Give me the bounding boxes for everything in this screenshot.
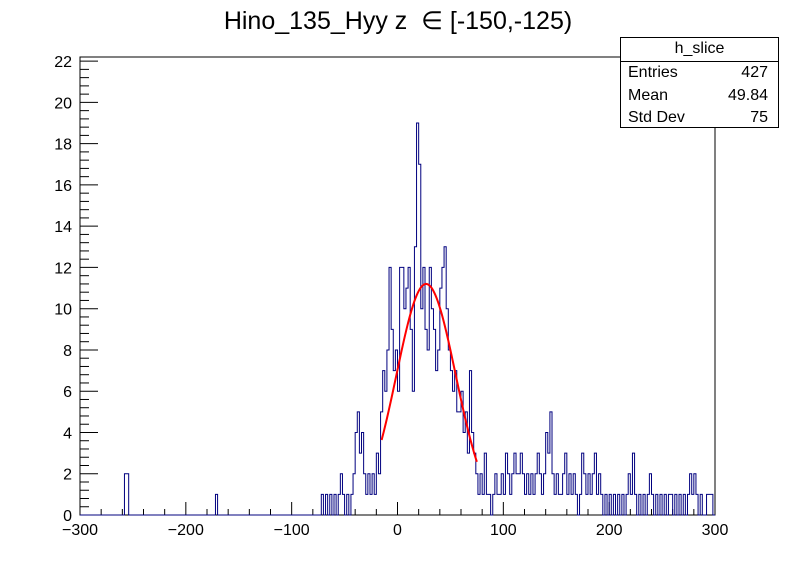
y-tick-label: 0 [63,508,72,525]
stats-box: h_slice Entries 427 Mean 49.84 Std Dev 7… [620,37,779,128]
x-tick-label: 300 [702,522,729,539]
y-tick-label: 2 [63,467,72,484]
stats-value: 427 [741,64,768,81]
stats-row-entries: Entries 427 [621,62,778,85]
y-tick-label: 14 [54,219,72,236]
y-tick-label: 16 [54,178,72,195]
y-tick-label: 6 [63,384,72,401]
x-tick-label: 100 [490,522,517,539]
y-tick-label: 8 [63,343,72,360]
x-tick-label: 0 [393,522,402,539]
y-tick-label: 4 [63,425,72,442]
gaussian-fit-curve [380,282,478,463]
stats-label: Entries [628,64,678,81]
y-tick-label: 20 [54,95,72,112]
stats-row-mean: Mean 49.84 [621,85,778,108]
stats-value: 49.84 [727,86,768,104]
x-tick-label: −300 [62,522,98,539]
stats-box-name: h_slice [621,38,778,62]
chart-title: Hino_135_Hyy z ∈ [-150,-125) [223,7,573,35]
x-tick-label: 200 [596,522,623,539]
histogram-line [80,122,715,516]
y-tick-label: 12 [54,260,72,277]
stats-label: Std Dev [628,109,685,126]
stats-row-std-dev: Std Dev 75 [621,107,778,130]
y-tick-label: 22 [54,54,72,71]
x-tick-label: −200 [168,522,204,539]
stats-label: Mean [628,86,669,104]
x-tick-label: −100 [274,522,310,539]
stats-value: 75 [750,109,768,126]
y-tick-label: 10 [54,302,72,319]
y-tick-label: 18 [54,137,72,154]
